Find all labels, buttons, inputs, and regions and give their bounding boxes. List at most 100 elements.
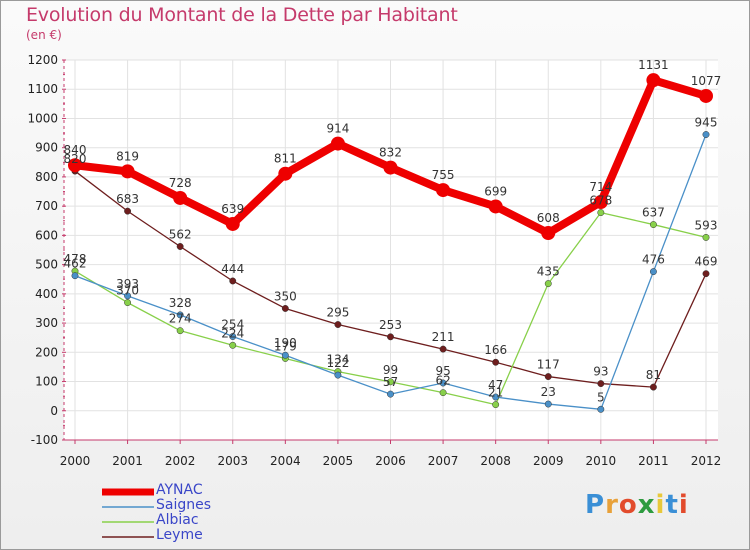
y-tick-label: 100 [35,375,58,389]
data-label-leyme: 469 [695,255,718,269]
x-tick-label: 2006 [375,454,406,468]
data-point-albiac [124,299,132,307]
data-point-aynac [383,160,398,175]
data-label-saignes: 47 [488,378,503,392]
data-point-aynac [646,73,661,88]
data-label-saignes: 190 [274,336,297,350]
data-label-leyme: 295 [326,306,349,320]
data-point-saignes [597,405,605,413]
data-label-saignes: 23 [541,385,556,399]
y-tick-label: -100 [31,433,58,447]
data-point-leyme [439,345,447,353]
data-label-aynac: 699 [484,184,507,198]
data-label-albiac: 370 [116,284,139,298]
data-label-saignes: 328 [169,296,192,310]
legend: AYNAC Saignes Albiac Leyme [102,482,322,544]
chart-title: Evolution du Montant de la Dette par Hab… [26,4,458,26]
x-tick-label: 2011 [638,454,669,468]
data-point-albiac [176,327,184,335]
data-point-saignes [334,371,342,379]
data-label-leyme: 93 [593,365,608,379]
y-tick-label: 1100 [27,82,58,96]
data-point-saignes [492,393,500,401]
data-label-albiac: 21 [488,386,503,400]
y-tick-label: 800 [35,170,58,184]
data-point-albiac [597,209,605,217]
data-point-albiac [229,341,237,349]
data-point-saignes [176,311,184,319]
data-point-albiac [439,389,447,397]
legend-item-saignes: Saignes [102,497,322,514]
data-point-saignes [281,351,289,359]
logo-letter: o [618,490,638,520]
data-label-aynac: 608 [537,211,560,225]
x-tick-label: 2010 [586,454,617,468]
data-label-albiac: 637 [642,206,665,220]
data-label-aynac: 728 [169,176,192,190]
y-tick-label: 400 [35,287,58,301]
data-label-albiac: 134 [326,353,349,367]
data-point-saignes [544,400,552,408]
data-point-albiac [544,280,552,288]
data-label-saignes: 462 [64,257,87,271]
data-label-leyme: 253 [379,318,402,332]
data-point-saignes [649,268,657,276]
data-label-leyme: 350 [274,289,297,303]
data-label-aynac: 714 [589,180,612,194]
data-label-aynac: 840 [64,143,87,157]
y-tick-label: 0 [50,404,58,418]
data-label-saignes: 476 [642,253,665,267]
x-tick-label: 2005 [323,454,354,468]
data-label-albiac: 678 [589,194,612,208]
logo-letter: i [678,490,689,520]
logo-letter: t [665,490,679,520]
y-tick-label: 700 [35,199,58,213]
data-label-albiac: 179 [274,339,297,353]
data-point-albiac [387,378,394,386]
data-point-leyme [281,305,289,312]
data-point-aynac [173,190,188,205]
data-point-leyme [176,243,184,250]
x-tick-label: 2009 [533,454,564,468]
data-label-saignes: 945 [695,116,718,130]
data-point-saignes [229,333,237,340]
x-tick-label: 2007 [428,454,459,468]
data-point-aynac [120,164,135,179]
data-label-saignes: 393 [116,277,139,291]
data-point-leyme [492,358,500,366]
data-label-aynac: 819 [116,149,139,163]
data-label-leyme: 444 [221,262,244,276]
legend-swatch-albiac [102,521,154,523]
legend-swatch-leyme [102,536,154,538]
data-label-leyme: 562 [169,227,192,241]
data-point-aynac [488,199,503,214]
data-point-leyme [334,321,342,328]
data-point-leyme [544,373,552,381]
data-point-aynac [330,136,345,151]
data-label-albiac: 99 [383,363,398,377]
data-point-saignes [439,379,447,387]
logo-letter: P [585,490,606,520]
data-label-saignes: 95 [435,364,450,378]
legend-swatch-aynac [102,488,154,496]
legend-item-leyme: Leyme [102,527,322,544]
legend-label-leyme: Leyme [156,527,203,543]
data-label-saignes: 254 [221,318,244,332]
data-label-albiac: 593 [695,218,718,232]
y-tick-label: 1200 [27,53,58,67]
data-label-leyme: 211 [432,330,455,344]
data-point-albiac [649,221,657,229]
data-label-aynac: 755 [432,168,455,182]
data-point-aynac [699,88,713,103]
legend-item-aynac: AYNAC [102,482,322,499]
data-point-leyme [124,207,132,215]
data-label-albiac: 274 [169,312,192,326]
y-tick-label: 300 [35,316,58,330]
data-point-aynac [593,195,608,210]
legend-swatch-saignes [102,506,154,508]
x-tick-label: 2012 [691,454,722,468]
legend-label-aynac: AYNAC [156,482,203,498]
proxiti-logo: Proxiti [585,490,689,520]
y-tick-label: 1000 [27,111,58,125]
